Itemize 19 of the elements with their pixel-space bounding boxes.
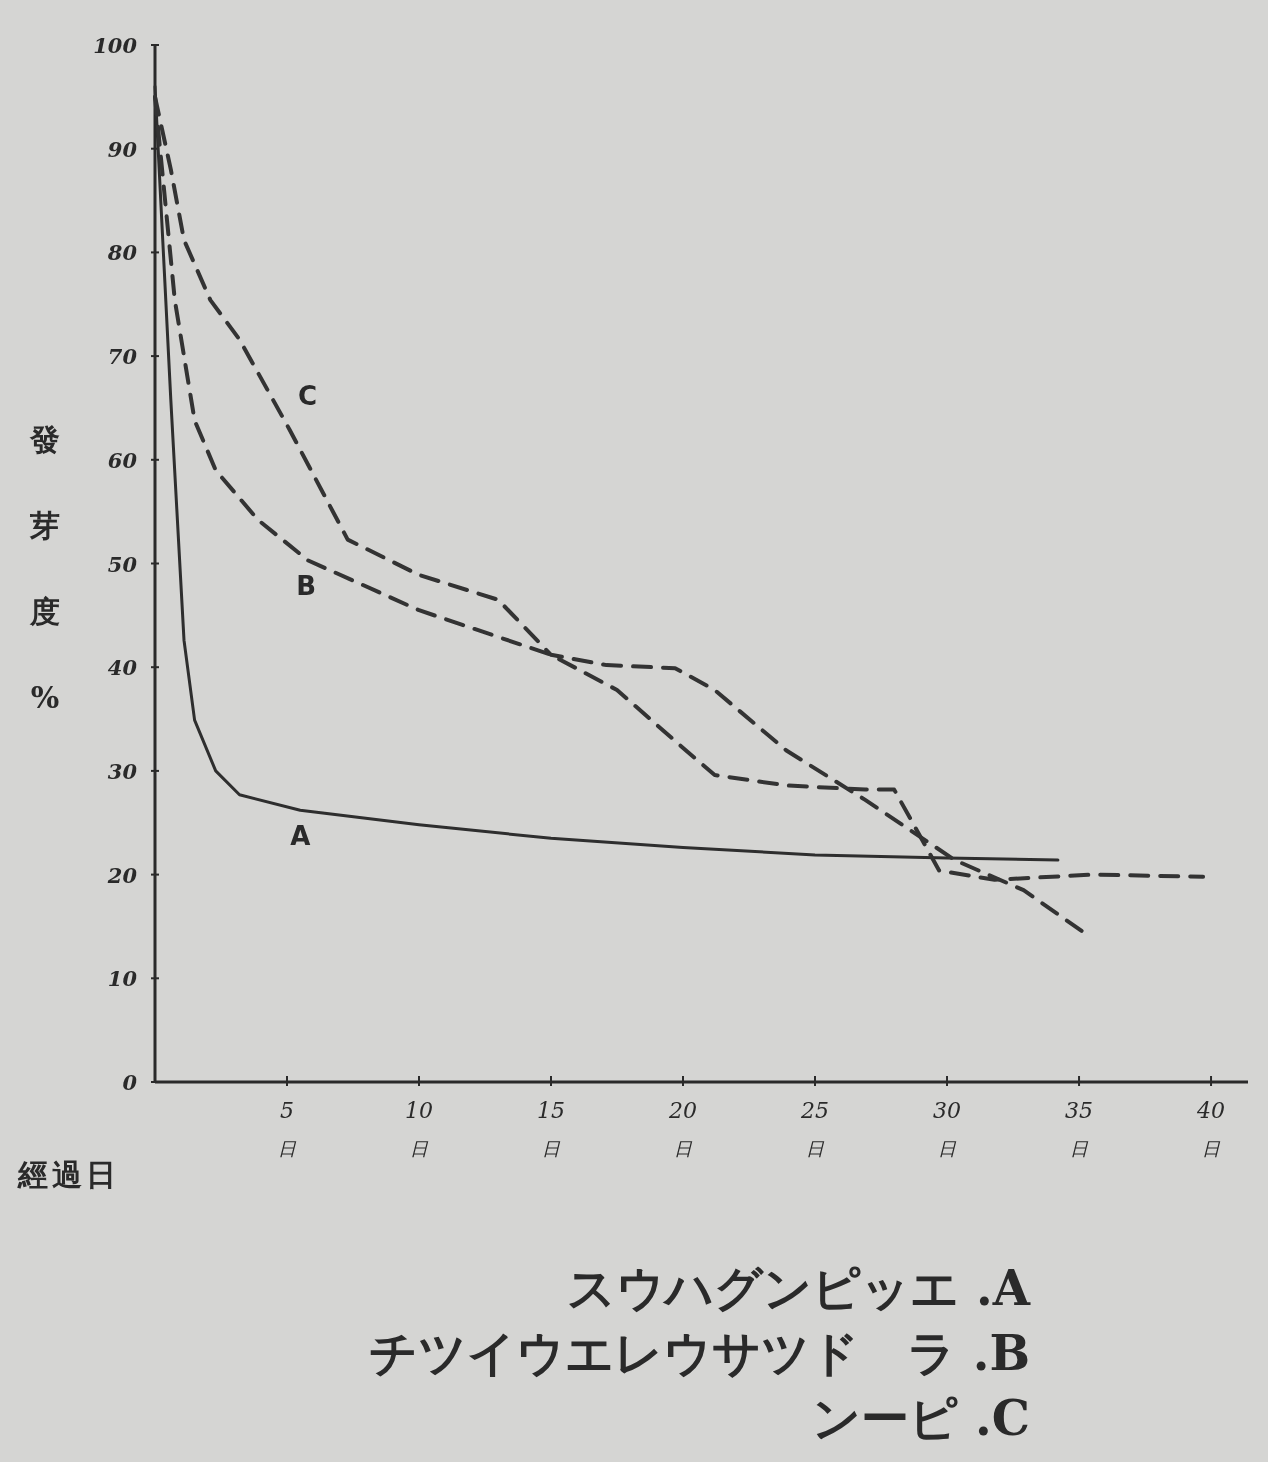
y-tick-label: 50: [107, 551, 138, 577]
text: ンーピ .C: [812, 1390, 1030, 1446]
y-tick-label: 10: [107, 966, 138, 992]
text: チツイウエレウサツド ラ .B: [369, 1325, 1030, 1381]
y-tick-label: 80: [106, 240, 138, 266]
y-tick-label: 0: [122, 1070, 138, 1095]
y-tick-label: 30: [107, 758, 138, 784]
y-tick-label: 100: [93, 33, 138, 58]
y-tick-label: 60: [107, 447, 138, 473]
y-tick-label: 90: [107, 136, 138, 162]
series-label: B: [296, 571, 317, 602]
y-tick-label: 70: [107, 344, 138, 370]
series-label: C: [298, 380, 318, 411]
y-tick-label: 40: [107, 655, 138, 681]
series-label: A: [290, 821, 311, 852]
y-tick-label: 20: [106, 862, 138, 888]
x-axis-title: 經過日: [17, 1157, 120, 1192]
text: スウハグンピッエ .A: [567, 1260, 1031, 1316]
text: 發芽度%: [30, 422, 60, 715]
